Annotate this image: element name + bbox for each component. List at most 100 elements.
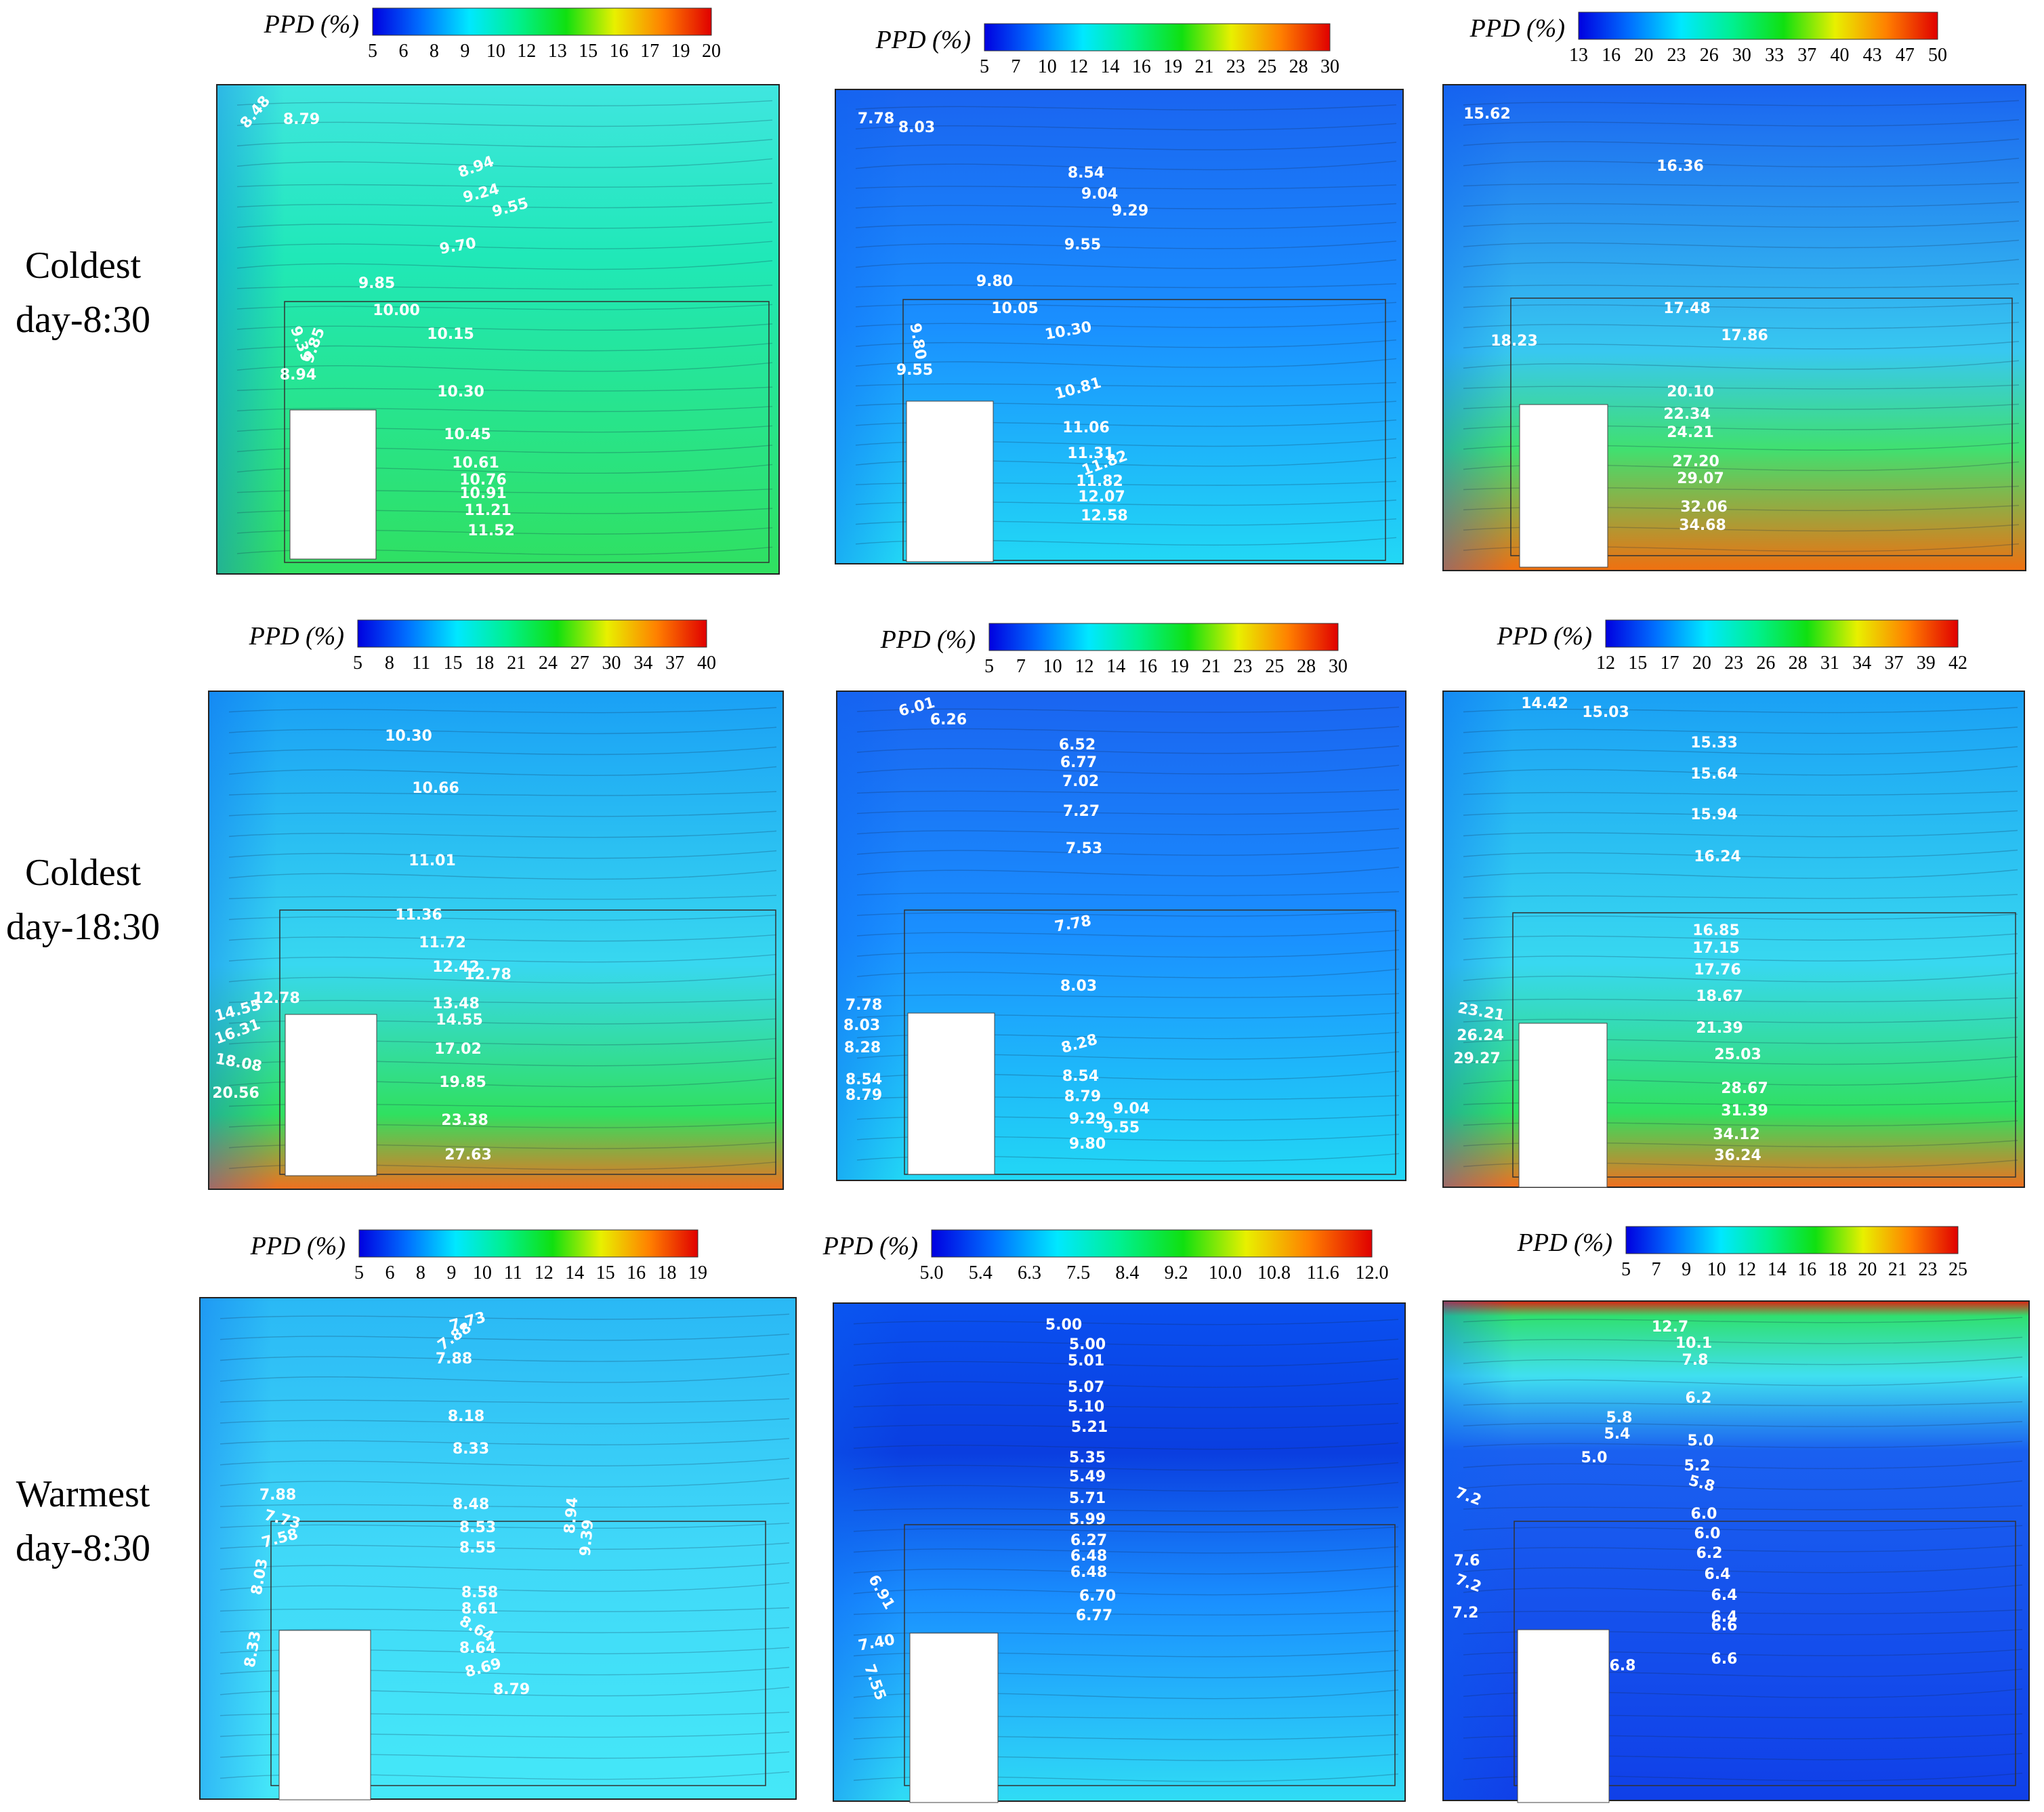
colorbar-tick-label: 6.3 — [1018, 1262, 1041, 1283]
isoline — [853, 1442, 1399, 1450]
contour-value-label: 17.02 — [434, 1041, 482, 1058]
contour-value-label: 17.48 — [1663, 300, 1711, 317]
isoline — [236, 202, 773, 209]
contour-value-label: 8.79 — [1064, 1088, 1101, 1105]
isoline — [1463, 972, 2018, 983]
contour-value-label: 8.79 — [493, 1681, 530, 1698]
colorbar-title: PPD (%) — [875, 26, 971, 54]
contour-value-label: 5.21 — [1071, 1419, 1108, 1436]
colorbar-tick-label: 42 — [1948, 653, 1967, 674]
isoline — [855, 321, 1397, 328]
contour-value-label: 7.6 — [1454, 1552, 1480, 1569]
isoline — [1463, 283, 2020, 289]
isoline — [1463, 201, 2020, 207]
contour-value-label: 5.01 — [1068, 1353, 1104, 1370]
isoline — [236, 158, 773, 168]
isoline — [1463, 360, 2020, 370]
row-label-3-line2: day-8:30 — [15, 1527, 151, 1569]
contour-value-label: 32.06 — [1680, 499, 1728, 516]
contour-value-label: 15.33 — [1690, 735, 1738, 751]
occupied-zone-box — [902, 299, 1386, 561]
isoline — [855, 241, 1397, 249]
colorbar — [984, 23, 1331, 52]
colorbar-tick-label: 12 — [1069, 56, 1088, 77]
isoline — [220, 1373, 790, 1383]
colorbar-tick-label: 5.4 — [969, 1262, 993, 1283]
isoline — [1463, 849, 2018, 859]
colorbar-tick-label: 14 — [565, 1262, 584, 1283]
isoline — [220, 1418, 790, 1424]
contour-value-label: 15.62 — [1463, 106, 1511, 123]
occupied-zone-box — [904, 909, 1396, 1175]
isoline — [855, 203, 1397, 209]
colorbar-tick-label: 10.8 — [1257, 1262, 1291, 1283]
isoline — [1463, 953, 2018, 962]
colorbar-tick-label: 15 — [443, 653, 462, 674]
contour-value-label: 9.80 — [1069, 1136, 1106, 1153]
contour-value-label: 7.53 — [1066, 840, 1102, 857]
row-label-3: Warmest day-8:30 — [0, 1467, 166, 1576]
isoline — [853, 1422, 1399, 1429]
isoline — [236, 342, 773, 352]
isoline — [1463, 239, 2020, 249]
isoline — [1463, 790, 2018, 796]
row-label-1-line2: day-8:30 — [15, 299, 151, 341]
contour-value-label: 11.52 — [467, 522, 515, 539]
colorbar-tick-label: 37 — [665, 653, 684, 674]
occupant-block — [285, 1014, 377, 1176]
isoline — [220, 1477, 790, 1487]
colorbar-tick-label: 5.0 — [920, 1262, 944, 1283]
contour-value-label: 8.03 — [843, 1017, 880, 1034]
contour-value-label: 8.79 — [283, 111, 320, 128]
colorbar-tick-label: 39 — [1917, 653, 1936, 674]
colorbar-tick-label: 8 — [385, 653, 394, 674]
colorbar-tick-label: 21 — [507, 653, 526, 674]
occupant-block — [906, 400, 994, 562]
colorbar-tick-label: 5 — [368, 41, 377, 62]
contour-value-label: 6.52 — [1059, 737, 1096, 754]
contour-value-label: 5.2 — [1684, 1458, 1711, 1475]
occupied-zone-box — [1510, 297, 2013, 556]
isoline — [236, 119, 773, 127]
contour-value-label: 11.01 — [409, 852, 456, 869]
colorbar-tick-label: 8.4 — [1115, 1262, 1139, 1283]
contour-value-label: 22.34 — [1663, 406, 1711, 423]
colorbar-tick-label: 34 — [1852, 653, 1871, 674]
isoline — [853, 1586, 1399, 1596]
isoline — [856, 789, 1400, 794]
colorbar-tick-label: 25 — [1265, 656, 1284, 677]
isoline — [853, 1403, 1399, 1408]
colorbar-tick-label: 27 — [570, 653, 589, 674]
panel-svg: PPD (%)13 16 20 23 26 30 33 37 40 43 47 50 15.62 16.3… — [1442, 12, 2026, 571]
isoline — [228, 791, 777, 796]
isoline — [220, 1333, 790, 1341]
occupant-block — [1518, 1023, 1608, 1188]
isoline — [856, 867, 1400, 877]
isoline — [1463, 119, 2020, 127]
isoline — [236, 362, 773, 372]
isoline — [855, 184, 1397, 190]
isoline — [1463, 766, 2018, 776]
contour-value-label: 10.05 — [991, 300, 1039, 317]
colorbar-tick-label: 8 — [416, 1262, 425, 1283]
contour-value-label: 26.24 — [1457, 1027, 1504, 1044]
colorbar-tick-label: 12 — [1737, 1259, 1756, 1280]
contour-value-label: 14.55 — [436, 1012, 483, 1029]
isoline — [856, 726, 1400, 734]
isoline — [855, 358, 1397, 368]
isoline — [1463, 100, 2020, 106]
colorbar-tick-label: 47 — [1896, 45, 1915, 66]
isoline — [855, 259, 1397, 269]
contour-value-label: 9.85 — [358, 275, 395, 292]
isoline — [220, 1353, 790, 1362]
colorbar-tick-label: 6 — [385, 1262, 394, 1283]
contour-value-label: 7.88 — [436, 1351, 472, 1367]
contour-value-label: 15.64 — [1690, 766, 1738, 783]
contour-value-label: 8.28 — [844, 1039, 881, 1056]
isoline — [1463, 1584, 2023, 1594]
isoline — [228, 766, 777, 776]
contour-panel-warmest-0830-case2: PPD (%) 5.0 5.4 6.3 7.5 8.4 9.2 10.0 10.8 11.6 12.… — [822, 1223, 1426, 1806]
contour-value-label: 8.58 — [461, 1584, 498, 1601]
contour-value-label: 34.68 — [1679, 517, 1726, 534]
isoline — [1463, 220, 2020, 228]
